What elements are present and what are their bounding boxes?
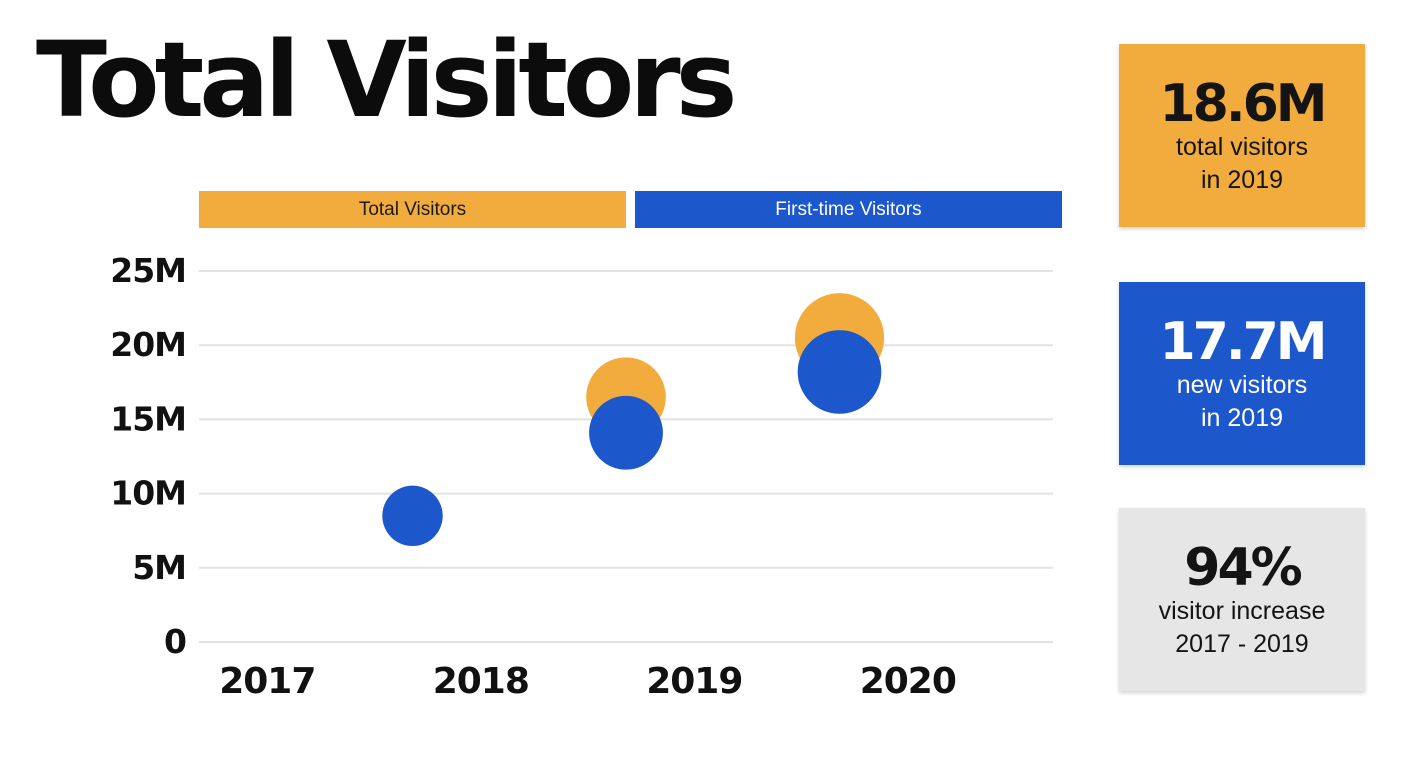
page-title: Total Visitors: [36, 19, 738, 141]
x-tick-label: 2020: [860, 661, 956, 702]
y-tick-label: 20M: [110, 325, 186, 364]
x-tick-label: 2018: [433, 661, 529, 702]
legend-first-time-visitors: First-time Visitors: [635, 191, 1062, 228]
x-tick-label: 2019: [646, 661, 742, 702]
stat-card-total-visitors: 18.6M total visitors in 2019: [1119, 44, 1365, 227]
data-point-first-time-visitors: [589, 395, 663, 470]
y-tick-label: 5M: [132, 548, 186, 587]
y-tick-label: 15M: [110, 399, 186, 438]
stat-label: in 2019: [1200, 165, 1284, 194]
stat-card-new-visitors: 17.7M new visitors in 2019: [1119, 282, 1365, 465]
stat-card-visitor-increase: 94% visitor increase 2017 - 2019: [1119, 508, 1365, 691]
legend-total-visitors: Total Visitors: [199, 191, 626, 228]
y-axis-ticks: 0 5M 10M 15M 20M 25M: [110, 251, 187, 661]
stat-value: 17.7M: [1159, 311, 1327, 372]
y-tick-label: 25M: [110, 251, 186, 290]
stat-value: 18.6M: [1159, 73, 1327, 134]
data-point-first-time-visitors: [382, 485, 443, 547]
data-points: [382, 293, 885, 547]
stat-value: 94%: [1184, 537, 1302, 598]
x-tick-label: 2017: [219, 661, 315, 702]
data-point-first-time-visitors: [797, 330, 882, 414]
y-tick-label: 10M: [110, 474, 186, 513]
legend-label-total-visitors: Total Visitors: [358, 198, 467, 220]
x-axis-ticks: 2017 2018 2019 2020: [219, 661, 957, 702]
stat-label: in 2019: [1200, 403, 1284, 432]
legend-label-first-time-visitors: First-time Visitors: [775, 198, 922, 220]
stat-label: visitor increase: [1158, 597, 1326, 626]
stat-label: total visitors: [1176, 133, 1308, 162]
y-tick-label: 0: [164, 622, 186, 661]
bubble-chart: 0 5M 10M 15M 20M 25M 2017 2018 2019 2020: [110, 251, 1053, 702]
stat-label: 2017 - 2019: [1175, 629, 1309, 658]
stat-label: new visitors: [1176, 371, 1308, 400]
